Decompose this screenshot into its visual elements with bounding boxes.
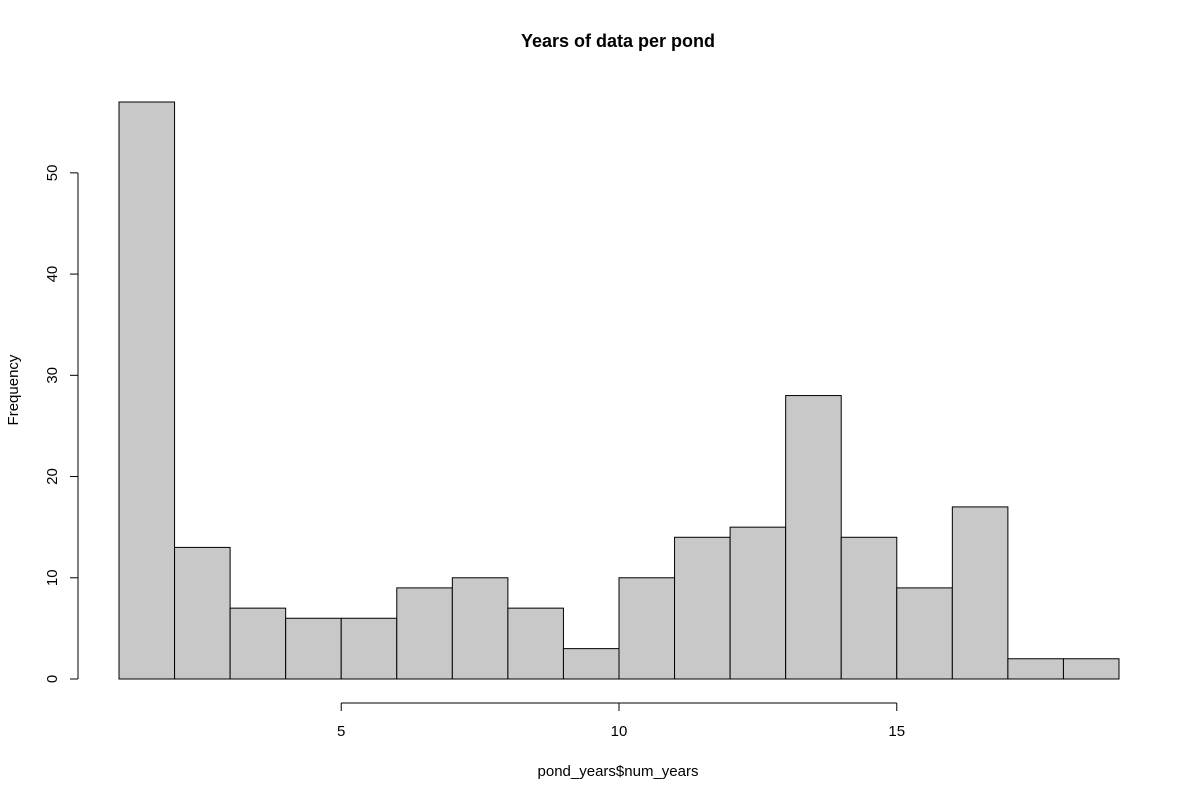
- bars-group: [118, 101, 1120, 680]
- histogram-bar: [562, 648, 620, 680]
- histogram-bar: [729, 526, 787, 680]
- histogram-bar: [507, 607, 564, 680]
- y-tick-label: 0: [44, 675, 61, 683]
- x-axis: 5 10 15: [337, 702, 905, 740]
- chart-title: Years of data per pond: [521, 31, 715, 51]
- histogram-bar: [118, 101, 176, 680]
- histogram-bar: [451, 577, 509, 680]
- histogram-bar: [340, 617, 398, 680]
- y-tick-label: 10: [44, 569, 61, 586]
- y-axis: 0 10 20 30 40 50: [44, 165, 79, 683]
- x-tick-label: 5: [337, 723, 345, 740]
- histogram-bar: [174, 546, 231, 680]
- histogram-bar: [229, 607, 287, 680]
- histogram-bar: [785, 395, 842, 680]
- y-tick-label: 30: [44, 367, 61, 384]
- histogram-bar: [674, 536, 731, 680]
- histogram-bar: [396, 587, 453, 680]
- y-tick-label: 40: [44, 266, 61, 283]
- y-tick-label: 20: [44, 468, 61, 485]
- x-axis-label: pond_years$num_years: [538, 763, 699, 780]
- histogram-bar: [618, 577, 676, 680]
- histogram-bar: [951, 506, 1009, 680]
- histogram-bar: [1007, 658, 1064, 680]
- histogram-bar: [1062, 658, 1120, 680]
- x-tick-label: 15: [888, 723, 905, 740]
- histogram-bar: [285, 617, 342, 680]
- histogram-bar: [896, 587, 953, 680]
- x-tick-label: 10: [611, 723, 628, 740]
- y-tick-label: 50: [44, 165, 61, 182]
- histogram-bar: [840, 536, 898, 680]
- y-axis-label: Frequency: [5, 354, 22, 425]
